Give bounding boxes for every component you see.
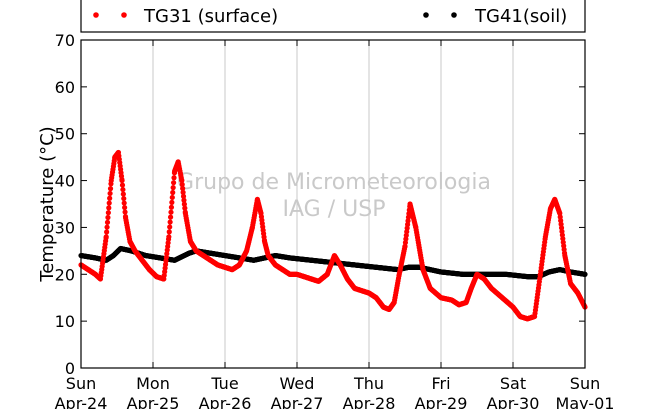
data-point-surface [107,195,113,201]
data-point-surface [170,180,177,186]
watermark: Grupo de Micrometeorologia IAG / USP [177,170,491,222]
data-point-surface [104,219,111,225]
data-point-surface [166,234,172,240]
y-tick-label: 40 [55,172,75,191]
legend-frame [80,0,586,33]
x-tick-label-date: Apr-27 [271,394,324,409]
y-axis-label: Temperature (°C) [37,126,58,282]
x-tick-label-day: Wed [280,374,315,393]
data-point-surface [171,175,177,181]
data-point-surface [182,205,188,211]
x-tick-label-day: Tue [210,374,238,393]
x-tick-label-date: Apr-24 [55,394,108,409]
data-point-surface [120,191,126,197]
data-point-surface [122,209,128,215]
y-tick-label: 50 [55,125,75,144]
x-tick-label-day: Sun [66,374,96,393]
data-point-surface [167,224,173,230]
y-tick-label: 20 [55,265,75,284]
data-point-surface [107,190,113,197]
y-tick-label: 70 [55,31,75,50]
data-point-surface [119,182,126,188]
y-tick-label: 10 [55,312,75,331]
data-point-surface [106,205,112,211]
plot-frame [80,39,586,369]
legend-marker-soil-2 [451,12,457,18]
x-tick-label-day: Mon [136,374,170,393]
data-point-surface [181,201,187,207]
y-tick-label: 30 [55,218,75,237]
legend: TG31 (surface) TG41(soil) [80,0,586,33]
data-point-surface [166,229,172,235]
data-point-surface [170,189,176,196]
x-axis: SunApr-24MonApr-25TueApr-26WedApr-27ThuA… [55,40,615,409]
data-point-surface [167,214,174,220]
data-point-surface [104,229,110,235]
watermark-line-1: Grupo de Micrometeorologia [177,170,491,195]
data-point-surface [181,197,187,203]
data-point-surface [169,194,175,201]
data-point-surface [180,189,186,195]
x-tick-label-date: Apr-26 [199,394,252,409]
data-point-surface [167,219,173,225]
data-point-surface [107,186,114,192]
legend-label-soil: TG41(soil) [474,6,567,27]
data-point-surface [122,204,128,211]
x-tick-label-date: May-01 [556,394,615,409]
x-tick-label-day: Sun [570,374,600,393]
data-point-surface [168,204,175,210]
data-point-surface [121,195,127,202]
legend-marker-surface-1 [93,12,99,18]
vertical-gridlines [152,40,514,368]
data-point-surface [103,234,109,240]
data-point-surface [180,185,186,192]
x-tick-label-date: Apr-29 [415,394,468,409]
legend-label-surface: TG31 (surface) [143,6,278,27]
y-axis: 0 10 20 30 40 50 60 70 [55,31,585,378]
legend-marker-surface-2 [121,12,127,18]
data-point-surface [179,181,185,188]
data-point-surface [105,214,111,221]
x-tick-label-day: Thu [353,374,384,393]
data-point-surface [168,209,174,215]
x-tick-label-day: Sat [500,374,526,393]
y-tick-label: 0 [65,359,75,378]
data-point-surface [170,185,176,191]
data-point-surface [105,210,111,216]
data-point-surface [179,177,185,184]
data-point-surface [120,186,126,193]
data-point-surface [119,177,125,184]
watermark-line-2: IAG / USP [283,197,386,222]
legend-marker-soil-1 [423,12,429,18]
data-point-surface [106,200,112,206]
data-point-surface [121,200,127,206]
x-tick-label-date: Apr-30 [487,394,540,409]
data-point-surface [180,193,187,199]
x-tick-label-date: Apr-25 [127,394,180,409]
x-tick-label-date: Apr-28 [343,394,396,409]
data-point-surface [169,199,175,205]
data-point-surface [104,224,110,230]
x-tick-label-day: Fri [431,374,450,393]
y-tick-label: 60 [55,78,75,97]
series-surface [78,149,588,322]
